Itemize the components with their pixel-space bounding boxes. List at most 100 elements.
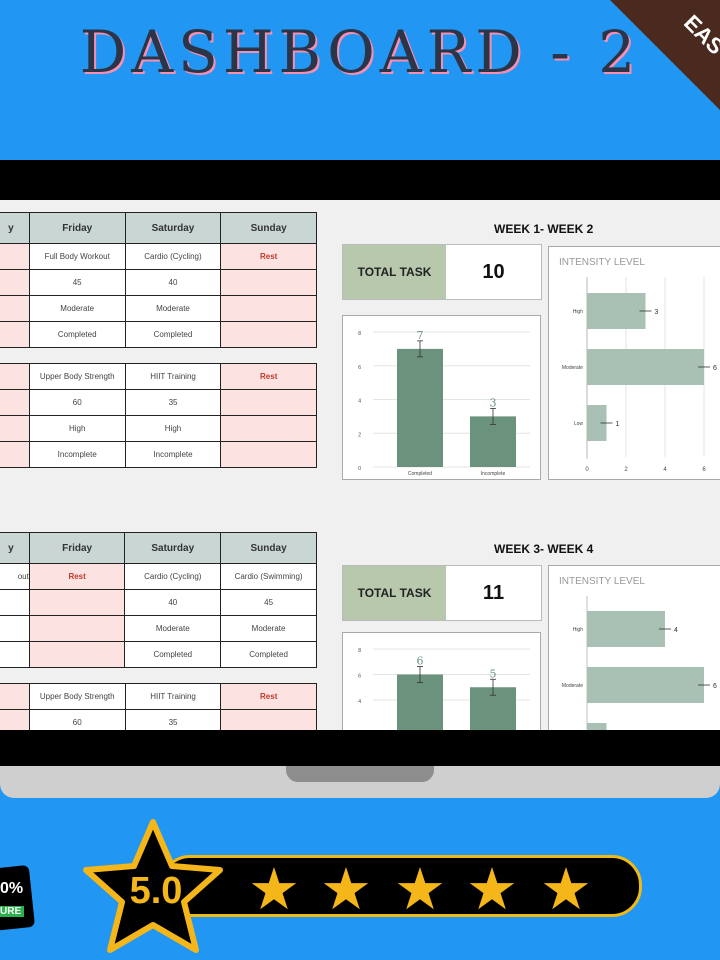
table-cell: 60 xyxy=(28,389,126,416)
data-label: 1 xyxy=(616,421,620,428)
corner-ribbon xyxy=(610,0,720,110)
y-tick-label: 6 xyxy=(358,365,361,371)
rating-pill xyxy=(160,855,642,917)
total-task-label: TOTAL TASK xyxy=(343,566,446,620)
table-cell: Completed xyxy=(28,321,126,348)
rating-star-icon: ★ xyxy=(394,857,446,922)
table-cell xyxy=(28,641,126,668)
week-title: WEEK 1- WEEK 2 xyxy=(494,222,594,236)
x-tick-label: 6 xyxy=(702,467,706,473)
table-cell: 35 xyxy=(124,389,222,416)
guarantee-percent: 0% xyxy=(0,880,24,897)
table-cell: High xyxy=(28,415,126,442)
week-title: WEEK 3- WEEK 4 xyxy=(494,542,594,556)
col-header-friday: Friday xyxy=(28,212,126,244)
bar xyxy=(587,349,704,385)
category-label: Low xyxy=(574,421,584,427)
table-cell: Cardio (Swimming) xyxy=(220,563,317,590)
rating-star-icon: ★ xyxy=(320,857,372,922)
table-cell: Moderate xyxy=(124,615,222,642)
table-cell xyxy=(0,243,30,270)
table-cell: Cardio (Cycling) xyxy=(124,243,222,270)
table-cell: Moderate xyxy=(28,295,126,322)
table-cell xyxy=(220,269,317,296)
total-task-value: 11 xyxy=(482,581,505,604)
y-tick-label: 0 xyxy=(358,466,361,472)
table-cell xyxy=(0,295,30,322)
laptop-bezel-top xyxy=(0,160,720,200)
table-cell: Moderate xyxy=(124,295,222,322)
task-status-chart-svg: 8 6 4 2 0 7 Completed 3 Incomplete xyxy=(358,329,530,477)
bar xyxy=(587,667,704,703)
schedule-table-week12-a: y Friday Saturday Sunday Full Body Worko… xyxy=(0,212,317,348)
table-cell xyxy=(220,441,317,468)
table-cell xyxy=(0,683,30,710)
table-cell: Completed xyxy=(124,641,222,668)
table-cell: Full Body Workout xyxy=(28,243,126,270)
table-cell: Completed xyxy=(124,321,222,348)
task-status-chart: 8 6 4 6 5 xyxy=(342,632,541,730)
rating-star-icon: ★ xyxy=(466,857,518,922)
col-header-sunday: Sunday xyxy=(220,212,317,244)
col-header-friday: Friday xyxy=(28,532,126,564)
table-cell xyxy=(0,589,30,616)
y-tick-label: 8 xyxy=(358,648,361,654)
table-cell xyxy=(220,709,317,730)
x-tick-label: 4 xyxy=(663,467,667,473)
task-status-chart-svg: 8 6 4 6 5 xyxy=(358,648,530,730)
table-cell xyxy=(0,641,30,668)
laptop-screen: y Friday Saturday Sunday Full Body Worko… xyxy=(0,200,720,730)
total-task-box: TOTAL TASK 10 xyxy=(342,244,542,300)
data-label: 4 xyxy=(674,627,678,634)
table-cell xyxy=(0,615,30,642)
rest-cell: Rest xyxy=(220,243,317,270)
intensity-title: INTENSITY LEVEL xyxy=(559,576,645,587)
rating-star-icon: ★ xyxy=(540,857,592,922)
bar xyxy=(587,405,607,441)
rest-cell: Rest xyxy=(220,683,317,710)
rating-star-icon: ★ xyxy=(248,857,300,922)
table-cell: HIIT Training xyxy=(124,363,222,390)
table-cell xyxy=(0,441,30,468)
rating-score: 5.0 xyxy=(129,870,183,912)
total-task-value: 10 xyxy=(482,260,505,283)
table-cell xyxy=(28,615,126,642)
table-cell: 40 xyxy=(124,589,222,616)
data-label: 7 xyxy=(417,329,424,342)
table-cell: out xyxy=(0,563,30,590)
intensity-title: INTENSITY LEVEL xyxy=(559,257,645,268)
table-cell: Upper Body Strength xyxy=(28,363,126,390)
table-cell: Cardio (Cycling) xyxy=(124,563,222,590)
category-label: Moderate xyxy=(562,365,583,371)
total-task-box: TOTAL TASK 11 xyxy=(342,565,542,621)
table-cell: 45 xyxy=(220,589,317,616)
laptop-notch xyxy=(286,766,434,782)
table-cell: 40 xyxy=(124,269,222,296)
laptop-bezel-bottom xyxy=(0,730,720,766)
rest-cell: Rest xyxy=(28,563,126,590)
table-cell xyxy=(220,321,317,348)
intensity-chart: INTENSITY LEVEL High4Moderate6Low1 xyxy=(548,565,720,730)
table-cell xyxy=(220,415,317,442)
category-label: Completed xyxy=(408,471,432,477)
col-header-prev: y xyxy=(0,212,30,244)
category-label: High xyxy=(573,309,584,315)
category-label: Incomplete xyxy=(481,471,506,477)
data-label: 6 xyxy=(713,365,717,372)
col-header-saturday: Saturday xyxy=(124,532,222,564)
bar xyxy=(587,293,646,329)
bar xyxy=(397,674,443,730)
bar xyxy=(470,416,516,467)
big-star-icon xyxy=(83,819,223,953)
guarantee-badge xyxy=(0,864,36,934)
table-cell: Upper Body Strength xyxy=(28,683,126,710)
table-cell xyxy=(0,321,30,348)
table-cell: 45 xyxy=(28,269,126,296)
table-cell xyxy=(220,389,317,416)
table-cell: 60 xyxy=(28,709,126,730)
task-status-chart: 8 6 4 2 0 7 Completed 3 Incomplete xyxy=(342,315,541,480)
table-cell xyxy=(220,295,317,322)
data-label: 5 xyxy=(490,667,497,680)
schedule-table-week12-b: Upper Body Strength HIIT Training Rest 6… xyxy=(0,363,317,468)
category-label: Moderate xyxy=(562,683,583,689)
